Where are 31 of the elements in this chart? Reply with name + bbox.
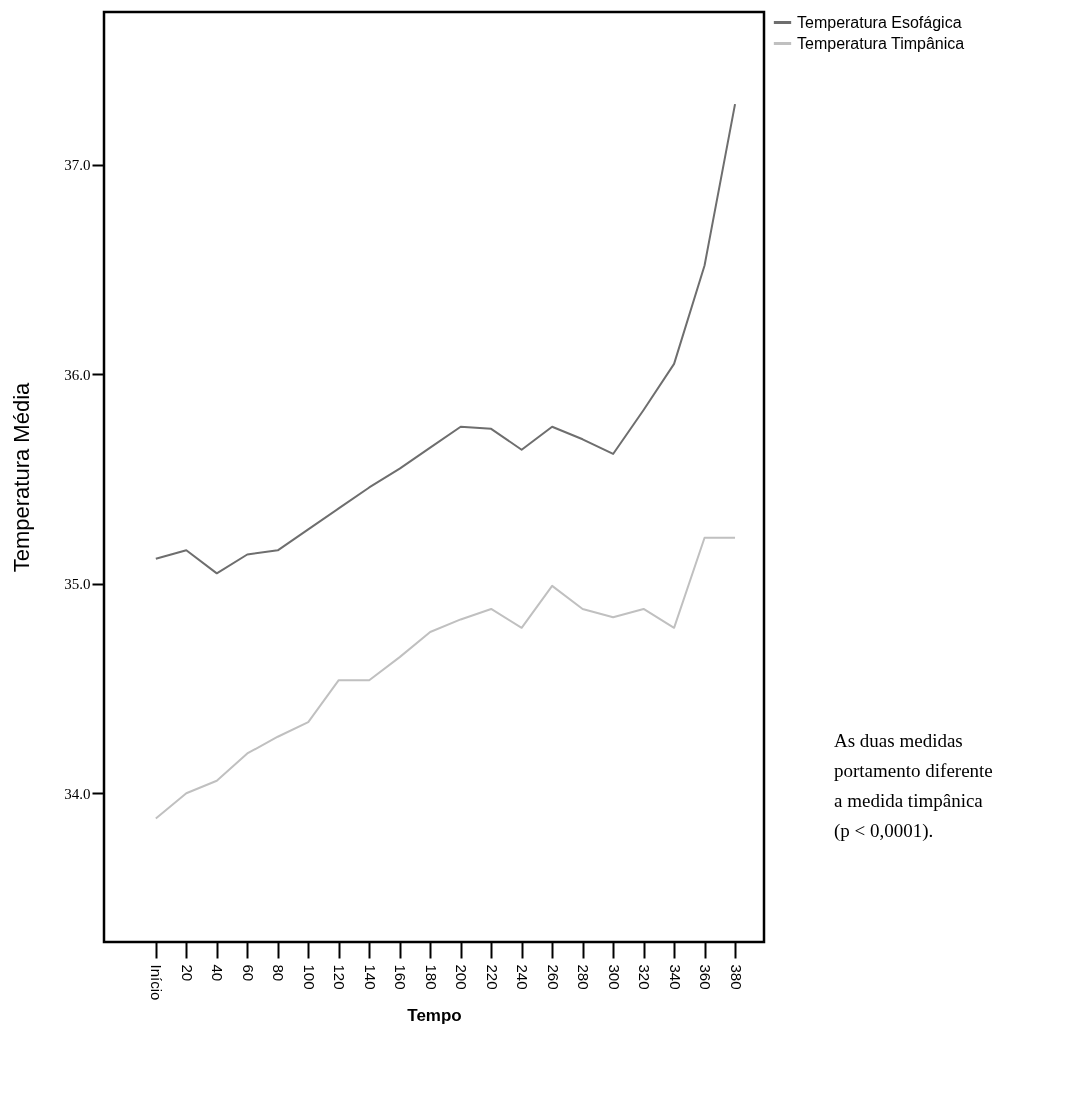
x-tick-label: 240 <box>514 964 532 990</box>
x-tick-label: 300 <box>605 964 623 990</box>
x-tick-label: 360 <box>697 964 715 990</box>
x-tick-label: 40 <box>209 964 227 982</box>
text: As duas medidas portamento diferente a medida timpânica (p < 0,0001). <box>834 730 993 842</box>
x-tick-label: 160 <box>392 964 410 990</box>
x-tick-label: 320 <box>636 964 654 990</box>
y-axis-title: Temperatura Média <box>9 381 35 573</box>
line-series <box>154 103 737 575</box>
x-tick-label: 220 <box>483 964 501 990</box>
x-tick-label: 200 <box>453 964 471 990</box>
x-tick-label: 120 <box>331 964 349 990</box>
x-tick-label: 380 <box>727 964 745 990</box>
y-tick-label: 34.0 <box>64 785 91 802</box>
line-series <box>154 536 737 820</box>
x-tick-label: 180 <box>422 964 440 990</box>
x-tick-label: 140 <box>361 964 379 990</box>
x-tick-label: 340 <box>666 964 684 990</box>
x-tick-label: 100 <box>300 964 318 990</box>
y-tick-label: 36.0 <box>64 366 91 383</box>
y-tick-label: 37.0 <box>64 157 91 174</box>
legend-label: Temperatura Timpânica <box>797 34 965 52</box>
legend-label: Temperatura Esofágica <box>797 13 962 31</box>
x-tick-label: 80 <box>270 964 288 982</box>
y-tick-label: 35.0 <box>64 576 91 593</box>
x-tick-label: 260 <box>544 964 562 990</box>
x-tick-label: Início <box>148 964 166 1001</box>
x-tick-label: 20 <box>178 964 196 982</box>
x-tick-label: 60 <box>239 964 257 982</box>
x-tick-label: 280 <box>575 964 593 990</box>
x-axis-title: Tempo <box>407 1006 462 1026</box>
